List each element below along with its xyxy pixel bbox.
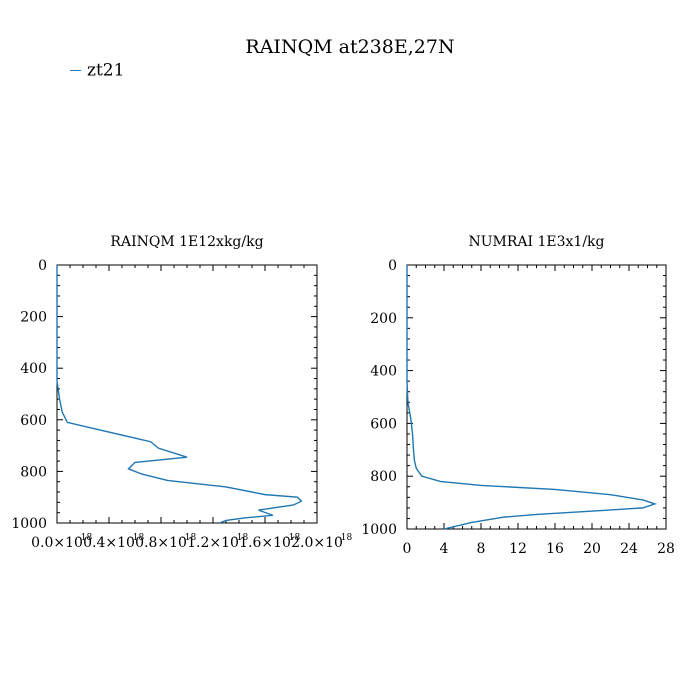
panel1-x-tick-exponent: -18 [182, 533, 197, 543]
panel1-x-tick-exponent: -18 [286, 533, 301, 543]
legend-label: zt21 [87, 60, 125, 81]
panel1-y-tick-label: 400 [20, 361, 47, 377]
panel2-x-tick-label: 4 [440, 541, 449, 557]
panel1-series-line-zt21 [56, 265, 303, 524]
panel1-y-tick-label: 200 [20, 310, 47, 326]
panel2-y-tick-label: 600 [370, 416, 397, 432]
panel1-x-tick-label: 1.6×10 [239, 535, 291, 551]
figure-title: RAINQM at238E,27N [245, 36, 455, 58]
panel2-x-tick-label: 8 [477, 541, 486, 557]
panel2-y-tick-label: 800 [370, 469, 397, 485]
panel2-x-tick-label: 28 [657, 541, 675, 557]
legend: zt21 [70, 60, 124, 81]
panel1-y-tick-label: 800 [20, 464, 47, 480]
panel2-x-tick-label: 0 [403, 541, 412, 557]
panel1-title: RAINQM 1E12xkg/kg [110, 234, 263, 250]
panel1-x-tick-exponent: -18 [338, 533, 353, 543]
panel2-x-tick-label: 16 [546, 541, 564, 557]
panel1-x-tick-label: 0.0×10 [31, 535, 83, 551]
panel2-y-tick-label: 0 [388, 258, 397, 274]
panel1-frame [56, 264, 318, 524]
panel1-x-tick-exponent: -18 [78, 533, 93, 543]
panel1-x-tick-label: 2.0×10 [291, 535, 343, 551]
panel2-frame [406, 264, 667, 530]
panel2-y-tick-label: 1000 [361, 522, 397, 538]
panel2-y-tick-label: 200 [370, 311, 397, 327]
panel1-x-tick-exponent: -18 [130, 533, 145, 543]
panel2-x-tick-label: 12 [509, 541, 527, 557]
panel1-x-tick-label: 0.8×10 [135, 535, 187, 551]
panel1-x-tick-label: 0.4×10 [83, 535, 135, 551]
panel1-x-tick-exponent: -18 [234, 533, 249, 543]
panel2-series-line-zt21 [406, 265, 658, 530]
panel2-title: NUMRAI 1E3x1/kg [468, 234, 604, 250]
panel1-y-tick-label: 600 [20, 413, 47, 429]
panel2-x-tick-label: 20 [583, 541, 601, 557]
panel1-x-tick-label: 1.2×10 [187, 535, 239, 551]
legend-line-swatch [70, 70, 81, 71]
panel1-y-tick-label: 0 [38, 258, 47, 274]
panel2-x-tick-label: 24 [620, 541, 638, 557]
panel1-y-tick-label: 1000 [11, 516, 47, 532]
panel2-y-tick-label: 400 [370, 364, 397, 380]
